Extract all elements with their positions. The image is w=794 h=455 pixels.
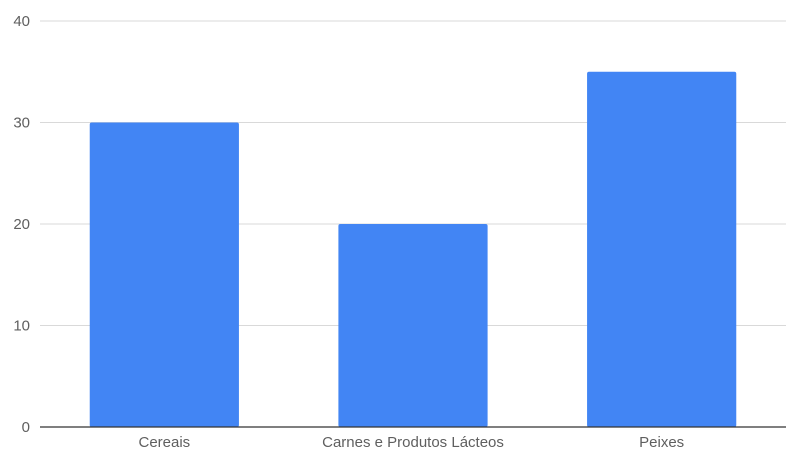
bar — [587, 71, 737, 427]
x-tick-label: Carnes e Produtos Lácteos — [322, 434, 504, 450]
y-tick-label: 40 — [13, 13, 30, 30]
bars — [89, 71, 737, 427]
y-tick-label: 20 — [13, 216, 30, 233]
bar — [338, 224, 488, 427]
y-axis-tick-labels: 0 10 20 30 40 — [13, 13, 30, 436]
bar — [89, 122, 239, 427]
y-tick-label: 0 — [22, 419, 30, 436]
x-axis-tick-labels: Cereais Carnes e Produtos Lácteos Peixes — [138, 434, 684, 451]
y-tick-label: 30 — [13, 115, 30, 132]
y-tick-label: 10 — [13, 318, 30, 335]
x-tick-label: Cereais — [138, 434, 190, 450]
x-tick-label: Peixes — [639, 434, 684, 450]
